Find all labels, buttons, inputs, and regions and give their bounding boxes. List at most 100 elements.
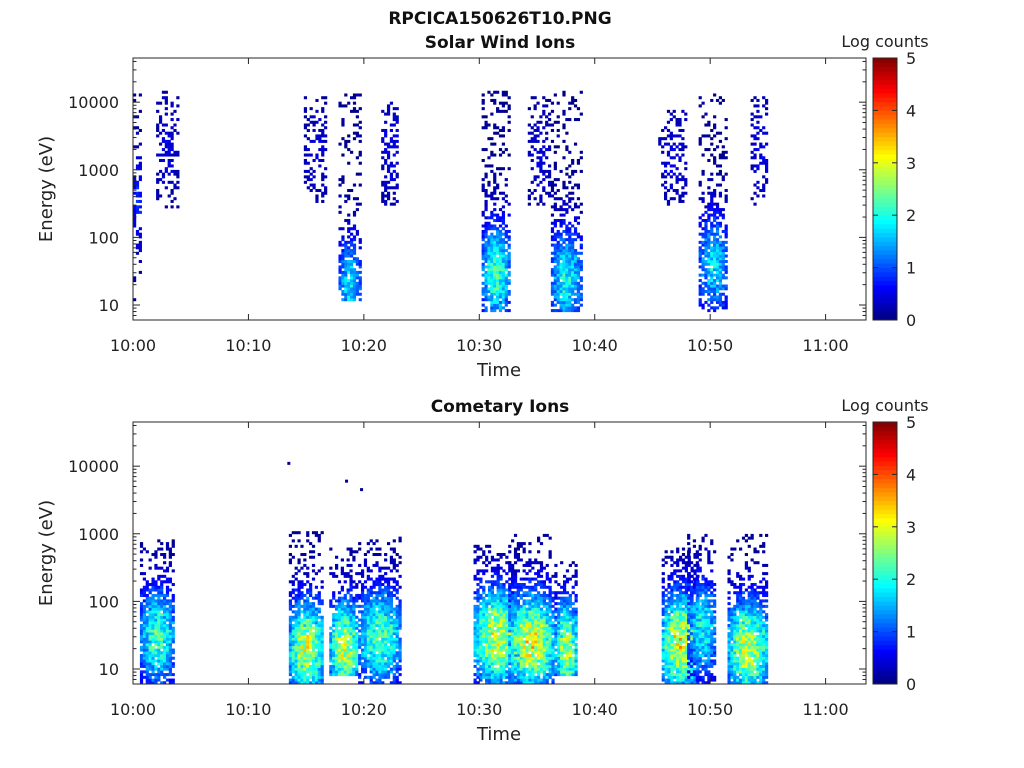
heatmap-cell: [165, 651, 170, 655]
heatmap-cell: [343, 629, 347, 633]
heatmap-cell: [568, 287, 572, 291]
heatmap-cell: [291, 583, 295, 587]
heatmap-cell: [501, 251, 505, 255]
heatmap-cell: [360, 583, 365, 587]
heatmap-cell: [358, 643, 362, 647]
heatmap-cell: [163, 613, 167, 617]
heatmap-cell: [724, 254, 728, 258]
heatmap-cell: [579, 169, 583, 173]
heatmap-cell: [519, 613, 523, 617]
heatmap-cell: [360, 664, 365, 668]
heatmap-cell: [562, 208, 566, 212]
heatmap-cell: [513, 640, 518, 644]
heatmap-cell: [579, 246, 583, 250]
heatmap-cell: [571, 251, 575, 255]
heatmap-cell: [553, 309, 557, 313]
heatmap-cell: [321, 183, 325, 187]
heatmap-cell: [168, 604, 172, 608]
heatmap-cell: [496, 270, 500, 274]
heatmap-cell: [479, 653, 483, 658]
heatmap-cell: [493, 662, 497, 666]
heatmap-cell: [481, 186, 485, 190]
heatmap-cell: [343, 648, 347, 652]
heatmap-cell: [721, 254, 725, 258]
heatmap-cell: [135, 251, 140, 255]
heatmap-cell: [375, 613, 379, 617]
heatmap-cell: [329, 651, 333, 655]
heatmap-cell: [701, 292, 705, 296]
heatmap-cell: [522, 583, 526, 587]
heatmap-cell: [511, 626, 515, 630]
heatmap-cell: [386, 107, 391, 111]
heatmap-cell: [525, 563, 529, 567]
heatmap-cell: [138, 210, 142, 214]
heatmap-cell: [505, 615, 509, 619]
heatmap-cell: [473, 664, 477, 668]
heatmap-cell: [527, 150, 531, 154]
heatmap-cell: [553, 281, 557, 285]
heatmap-cell: [398, 653, 402, 658]
heatmap-cell: [352, 101, 357, 105]
heatmap-cell: [565, 172, 569, 176]
heatmap-cell: [528, 643, 532, 647]
heatmap-cell: [479, 596, 483, 600]
heatmap-cell: [507, 279, 511, 283]
heatmap-cell: [485, 632, 489, 636]
heatmap-cell: [493, 289, 497, 294]
heatmap-cell: [579, 210, 583, 214]
heatmap-cell: [294, 621, 298, 625]
heatmap-cell: [352, 585, 356, 589]
heatmap-cell: [516, 553, 520, 557]
heatmap-cell: [154, 580, 158, 584]
heatmap-cell: [165, 607, 170, 611]
heatmap-cell: [479, 640, 483, 644]
heatmap-cell: [481, 235, 485, 239]
heatmap-cell: [721, 306, 725, 310]
heatmap-cell: [501, 90, 505, 94]
heatmap-cell: [358, 238, 362, 242]
heatmap-cell: [528, 588, 532, 592]
y-tick-label: 100: [88, 228, 119, 247]
heatmap-cell: [701, 289, 705, 294]
heatmap-cell: [355, 673, 359, 677]
heatmap-cell: [499, 667, 503, 671]
heatmap-cell: [493, 208, 497, 212]
heatmap-cell: [366, 629, 370, 633]
heatmap-cell: [341, 238, 345, 242]
heatmap-cell: [550, 139, 555, 143]
heatmap-cell: [315, 194, 319, 198]
heatmap-cell: [398, 626, 402, 630]
heatmap-cell: [713, 289, 717, 294]
heatmap-cell: [661, 137, 665, 141]
heatmap-cell: [490, 265, 494, 269]
heatmap-cell: [479, 637, 483, 641]
heatmap-cell: [157, 610, 161, 614]
heatmap-cell: [303, 659, 307, 663]
heatmap-cell: [395, 150, 399, 154]
heatmap-cell: [710, 268, 714, 272]
heatmap-cell: [701, 219, 705, 223]
heatmap-cell: [381, 596, 385, 600]
heatmap-cell: [559, 197, 563, 201]
heatmap-cell: [765, 107, 769, 111]
heatmap-cell: [542, 673, 546, 677]
heatmap-cell: [375, 678, 379, 682]
heatmap-cell: [710, 128, 714, 132]
heatmap-cell: [384, 572, 388, 576]
heatmap-cell: [378, 632, 382, 636]
heatmap-cell: [157, 659, 161, 663]
heatmap-cell: [498, 229, 503, 233]
heatmap-cell: [343, 610, 347, 614]
heatmap-cell: [306, 618, 310, 622]
heatmap-cell: [358, 279, 362, 283]
heatmap-cell: [528, 563, 532, 567]
heatmap-cell: [704, 284, 708, 288]
heatmap-cell: [485, 558, 489, 562]
heatmap-cell: [294, 613, 298, 617]
heatmap-cell: [384, 186, 388, 190]
heatmap-cell: [476, 547, 480, 551]
heatmap-cell: [681, 153, 685, 157]
heatmap-cell: [530, 115, 534, 119]
heatmap-cell: [547, 191, 552, 195]
